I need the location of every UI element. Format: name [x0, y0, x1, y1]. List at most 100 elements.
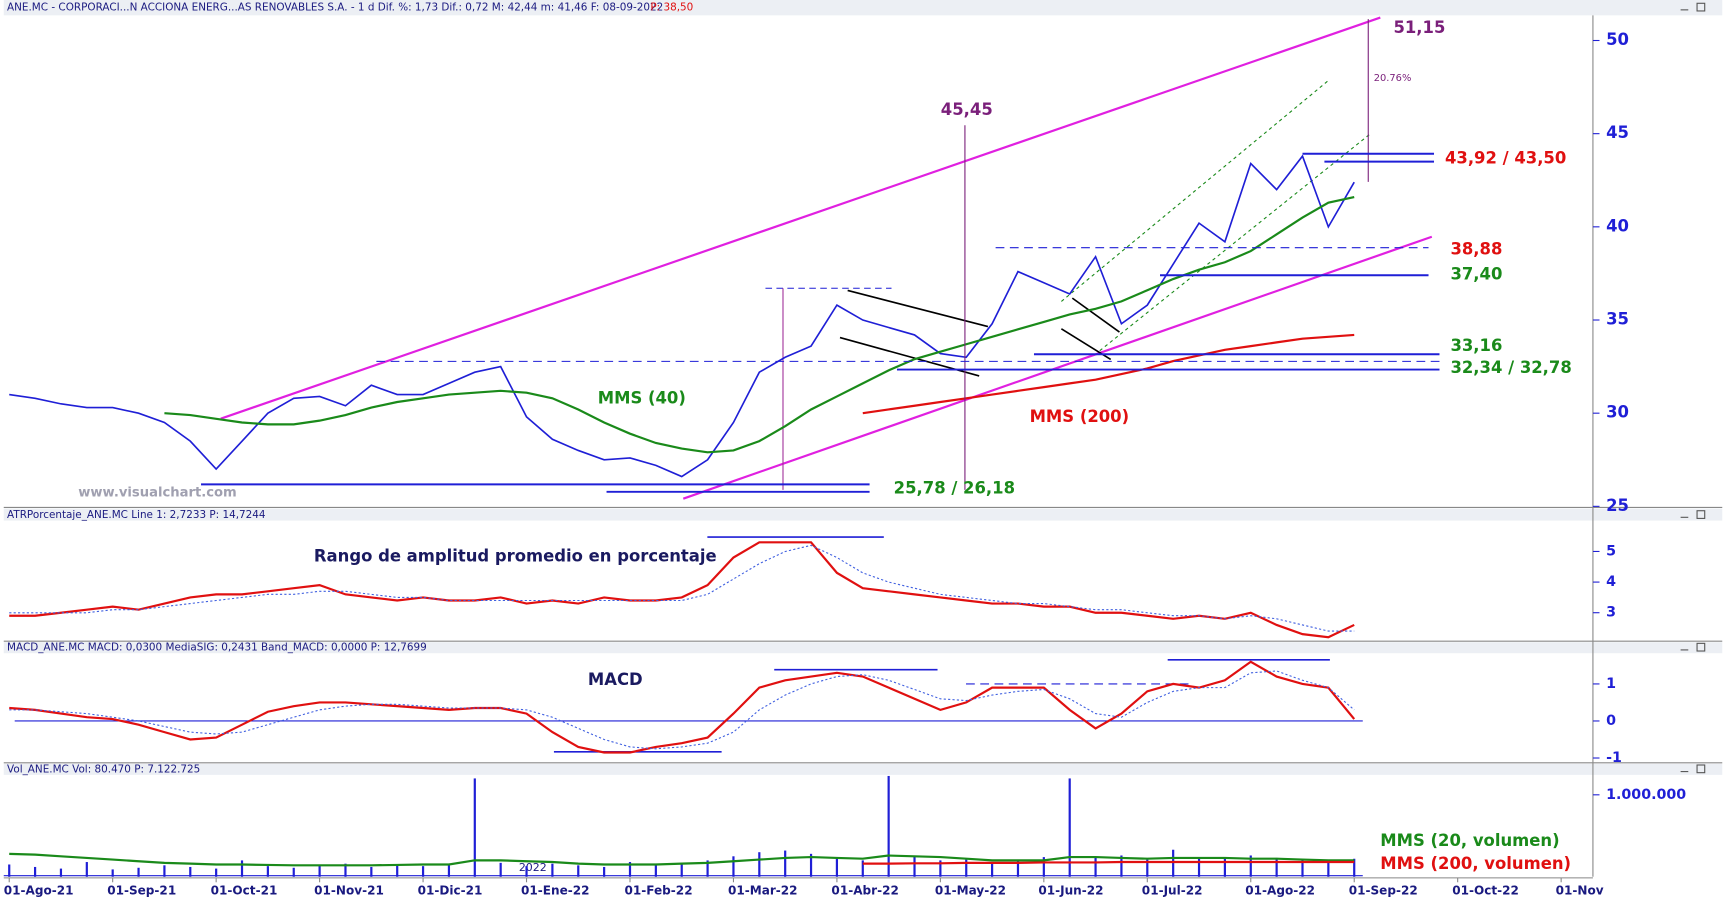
volume-bar — [1327, 862, 1330, 877]
y-tick-label: 4 — [1606, 574, 1616, 590]
volume-bar — [577, 865, 580, 877]
volume-bar — [447, 864, 451, 877]
volume-bar — [628, 862, 632, 877]
year-label: 2022 — [519, 861, 547, 874]
panel-title: ATRPorcentaje_ANE.MC Line 1: 2,7233 P: 1… — [7, 509, 266, 521]
y-tick-label: 1 — [1606, 676, 1616, 692]
volume-bar — [887, 775, 890, 877]
x-tick-label: 01-Sep-21 — [107, 884, 176, 898]
volume-bar — [421, 866, 425, 877]
y-tick-label: 3 — [1606, 605, 1616, 621]
series-label: MMS (20, volumen) — [1380, 831, 1559, 850]
volume-bar — [1172, 849, 1175, 877]
y-tick-label: 0 — [1606, 713, 1616, 729]
volume-bar — [59, 868, 63, 877]
y-tick-label: -1 — [1606, 750, 1622, 766]
level-label: 32,34 / 32,78 — [1450, 358, 1571, 377]
level-label: 43,92 / 43,50 — [1445, 148, 1566, 167]
volume-bar — [344, 863, 347, 877]
volume-bar — [1197, 857, 1201, 877]
x-tick-label: 01-Feb-22 — [625, 884, 693, 898]
volume-bar — [861, 860, 864, 877]
x-tick-label: 01-Ago-21 — [4, 884, 74, 898]
volume-bar — [137, 867, 140, 877]
level-label: 45,45 — [941, 100, 993, 119]
x-tick-label: 01-Mar-22 — [728, 884, 798, 898]
volume-bar — [603, 866, 606, 877]
x-tick-label: 01-May-22 — [935, 884, 1006, 898]
volume-bar — [732, 856, 735, 877]
volume-bar — [163, 865, 166, 877]
volume-bar — [913, 856, 916, 877]
volume-bar — [784, 850, 787, 877]
volume-bar — [1068, 778, 1071, 877]
x-tick-label: 01-Oct-22 — [1452, 884, 1519, 898]
level-label: 33,16 — [1450, 336, 1502, 355]
volume-bar — [706, 860, 709, 877]
y-tick-label: 45 — [1606, 123, 1629, 142]
panel-label: MACD — [588, 670, 643, 689]
x-tick-label: 01-Jun-22 — [1038, 884, 1103, 898]
header-bar — [3, 642, 1723, 654]
y-tick-label: 5 — [1606, 543, 1616, 559]
volume-bar — [1120, 855, 1123, 877]
volume-bar — [1094, 857, 1097, 877]
header-bar — [3, 763, 1723, 775]
volume-bar — [680, 862, 683, 877]
volume-bar — [939, 860, 942, 877]
volume-bar — [758, 852, 761, 877]
x-tick-label: 01-Oct-21 — [211, 884, 278, 898]
series-line — [862, 333, 1355, 415]
series-line — [9, 660, 1356, 754]
header-bar — [3, 0, 1723, 16]
x-tick-label: 01-Ene-22 — [521, 884, 590, 898]
x-tick-label: 01-Nov-21 — [314, 884, 384, 898]
volume-bar — [370, 866, 373, 877]
background — [3, 0, 1723, 902]
x-tick-label: 01-Nov — [1556, 884, 1604, 898]
volume-bar — [396, 865, 399, 877]
volume-bar — [1275, 857, 1278, 877]
y-tick-label: 40 — [1606, 216, 1629, 235]
series-label: MMS (200) — [1030, 407, 1130, 426]
volume-bar — [8, 864, 11, 877]
x-tick-label: 01-Ago-22 — [1245, 884, 1315, 898]
price-label: P: 38,50 — [650, 2, 693, 14]
watermark: www.visualchart.com — [78, 486, 236, 501]
series-line — [164, 195, 1355, 454]
y-tick-label: 30 — [1606, 403, 1629, 422]
volume-bar — [215, 868, 218, 877]
volume-bar — [85, 862, 88, 877]
x-tick-label: 01-Sep-22 — [1349, 884, 1418, 898]
volume-bar — [965, 859, 968, 877]
volume-bar — [835, 857, 839, 877]
volume-bar — [1016, 861, 1020, 877]
x-tick-label: 01-Jul-22 — [1142, 884, 1203, 898]
volume-bar — [1146, 859, 1149, 877]
volume-bar — [525, 866, 528, 877]
volume-bar — [1223, 858, 1226, 877]
x-tick-label: 01-Dic-21 — [418, 884, 483, 898]
series-label: MMS (40) — [598, 388, 686, 407]
series-line — [9, 852, 1355, 867]
header-bar — [3, 508, 1723, 521]
volume-bar — [654, 864, 657, 877]
window-controls[interactable] — [1680, 2, 1706, 774]
panel-title: Vol_ANE.MC Vol: 80.470 P: 7.122.725 — [7, 763, 200, 775]
panel-title: ANE.MC - CORPORACI...N ACCIONA ENERG...A… — [7, 2, 663, 14]
volume-bar — [809, 853, 813, 877]
series-line — [9, 541, 1355, 639]
volume-bar — [33, 866, 37, 877]
panel-title: MACD_ANE.MC MACD: 0,0300 MediaSIG: 0,243… — [7, 642, 427, 654]
volume-bar — [1042, 857, 1045, 877]
y-tick-label: 25 — [1606, 496, 1629, 515]
level-label: 25,78 / 26,18 — [894, 478, 1015, 497]
series-line — [9, 544, 1355, 632]
volume-bar — [499, 862, 502, 877]
volume-bar — [473, 778, 476, 877]
volume-bar — [240, 860, 244, 877]
panel-label: Rango de amplitud promedio en porcentaje — [314, 546, 717, 565]
volume-bar — [551, 863, 554, 877]
series-line — [9, 154, 1355, 478]
volume-bar — [1249, 855, 1252, 877]
